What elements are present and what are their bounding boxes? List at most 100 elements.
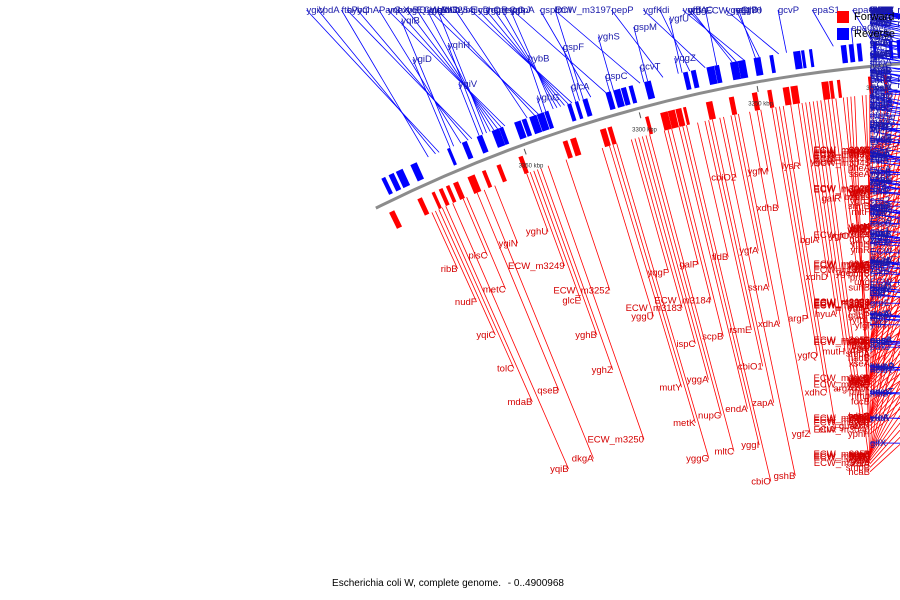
leader-line: [869, 255, 900, 303]
leader-line: [719, 117, 796, 476]
gene-label-reverse: lysA: [870, 61, 889, 72]
gene-label-reverse: yggE: [870, 28, 892, 39]
gene-label-reverse: ygeG: [726, 5, 749, 16]
forward-feature: [829, 80, 835, 99]
gene-label-forward: ECW_m3051: [814, 418, 871, 429]
leader-line: [667, 129, 712, 301]
scale-tick: [876, 69, 878, 76]
gene-label-reverse: yghG: [537, 93, 560, 104]
gene-label-forward: xdhC: [805, 388, 827, 399]
gene-label-reverse: yphH: [870, 176, 892, 187]
gene-label-reverse: gspH: [870, 10, 892, 21]
gene-label-reverse: ParC: [379, 5, 401, 16]
gene-label-forward: guaD: [839, 421, 862, 432]
gene-label-reverse: ygaQ: [870, 122, 893, 133]
leader-line: [510, 9, 554, 110]
gene-label-reverse: trmD: [870, 209, 891, 220]
leader-line: [476, 192, 560, 391]
gene-label-reverse: gcvH: [870, 5, 892, 16]
gene-label-forward: ygiN: [499, 238, 518, 249]
gene-label-forward: endA: [725, 404, 748, 415]
gene-label-forward: mutH: [822, 346, 845, 357]
leader-line: [846, 97, 871, 386]
gene-label-forward: mutS: [848, 375, 870, 386]
gene-label-forward: hypA: [848, 450, 870, 461]
leader-line: [436, 9, 487, 134]
gene-label-forward: ygeJ: [850, 450, 870, 461]
gene-label-reverse: cysM: [870, 283, 892, 294]
leader-line: [869, 240, 900, 303]
gene-label-forward: fucI: [855, 338, 870, 349]
gene-label-reverse: norR: [870, 186, 891, 197]
reverse-feature: [690, 69, 700, 89]
gene-label-reverse: speC: [494, 5, 516, 16]
gene-label-forward: ispC: [676, 339, 695, 350]
gene-label-reverse: cysH: [870, 5, 891, 16]
gene-label-reverse: glcC: [437, 5, 456, 16]
reverse-feature: [888, 40, 894, 59]
leader-line: [470, 9, 573, 104]
gene-label-reverse: gspJ: [870, 5, 890, 16]
leader-line: [869, 162, 900, 228]
gene-label-reverse: kdul: [870, 5, 887, 16]
scale-tick-label: 3300 kbp: [632, 128, 657, 134]
gene-label-reverse: clpB: [870, 233, 888, 244]
reverse-feature: [605, 91, 616, 111]
gene-label-reverse: dapA: [870, 255, 893, 266]
reverse-feature: [729, 61, 742, 81]
scale-tick-label: 3200 kbp: [866, 86, 891, 92]
reverse-feature: [536, 112, 550, 132]
forward-feature: [767, 89, 775, 109]
gene-label-forward: sdaB: [848, 449, 870, 460]
gene-label-forward: xdhB: [757, 203, 779, 214]
gene-label-reverse: ffh: [870, 58, 880, 69]
gene-label-reverse: hycE: [870, 126, 891, 137]
gene-label-reverse: cas1: [870, 226, 890, 237]
gene-label-forward: gutM: [849, 456, 870, 467]
gene-label-reverse: yfgM: [870, 201, 891, 212]
gene-label-reverse: yghJ: [510, 5, 530, 16]
gene-label-reverse: yqcC: [870, 102, 892, 113]
gene-label-forward: yggU: [631, 311, 653, 322]
reverse-feature: [737, 59, 749, 79]
gene-label-forward: ECW_m3032: [814, 145, 871, 156]
leader-line: [775, 107, 818, 356]
gene-label-forward: ECW_m3054: [814, 259, 871, 270]
reverse-feature: [644, 80, 656, 100]
gene-label-reverse: hycI: [870, 42, 887, 53]
gene-label-reverse: hybE: [455, 5, 477, 16]
leader-line: [734, 114, 770, 288]
gene-label-reverse: ftsP: [341, 5, 357, 16]
gene-label-forward: ygeW: [846, 455, 870, 466]
gene-label-forward: nupG: [698, 410, 721, 421]
leader-line: [406, 9, 498, 130]
gene-label-reverse: aegA: [870, 335, 893, 346]
forward-feature: [782, 86, 792, 106]
gene-label-reverse: ygiV: [459, 79, 478, 90]
reverse-feature: [582, 98, 593, 117]
gene-label-forward: cbiO1: [738, 361, 763, 372]
gene-label-reverse: ygdD: [870, 5, 892, 16]
gene-label-reverse: ECW_m2917: [870, 12, 900, 23]
leader-line: [616, 143, 710, 459]
gene-label-reverse: eutD: [870, 229, 890, 240]
gene-label-forward: hcaB: [848, 467, 870, 478]
gene-label-reverse: hcaT: [870, 282, 891, 293]
gene-label-reverse: gspC: [605, 71, 627, 82]
gene-label-reverse: glcF: [870, 5, 888, 16]
gene-label-reverse: gspG: [502, 5, 525, 16]
gene-label-reverse: yphE: [870, 174, 892, 185]
gene-label-forward: ECW_m3058: [814, 449, 871, 460]
gene-label-reverse: gcvA: [870, 5, 892, 16]
leader-line: [865, 94, 871, 233]
leader-line: [527, 58, 547, 112]
gene-label-forward: pheL: [849, 387, 870, 398]
leader-line: [869, 239, 900, 342]
leader-line: [387, 9, 506, 127]
reverse-feature: [840, 44, 849, 64]
gene-label-reverse: yqhX: [388, 5, 410, 16]
gene-label-reverse: ygeL: [870, 87, 891, 98]
gene-label-forward: fucP: [851, 374, 870, 385]
leader-line: [565, 159, 611, 291]
